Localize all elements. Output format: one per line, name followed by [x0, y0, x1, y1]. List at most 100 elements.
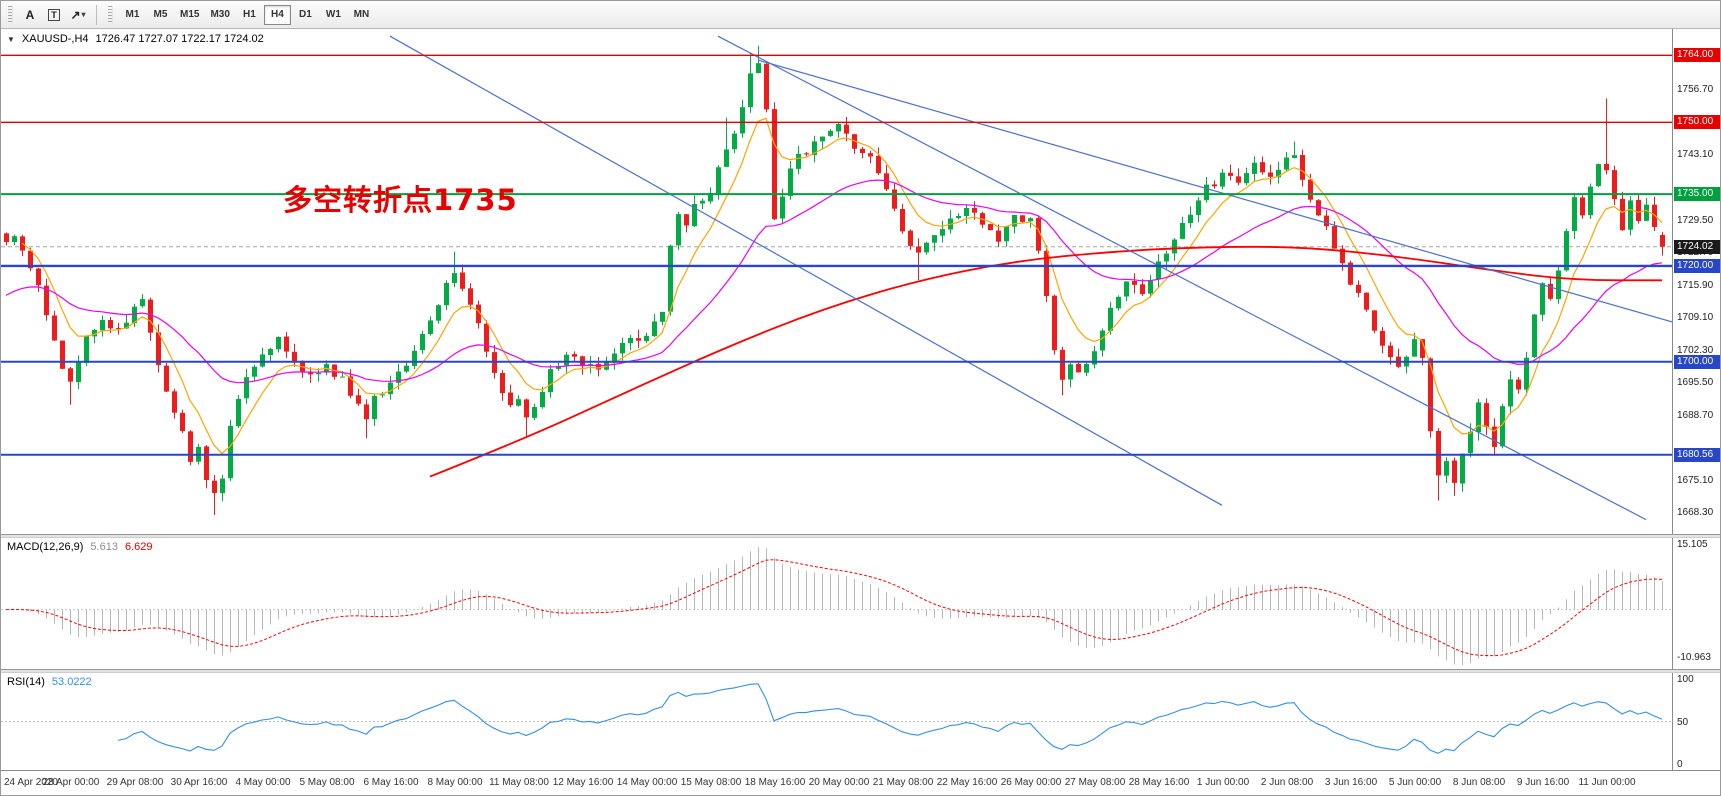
timeframe-button-mn[interactable]: MN [348, 5, 375, 25]
price-tick-label: 1715.90 [1677, 279, 1714, 291]
time-axis-label: 8 Jun 08:00 [1452, 777, 1506, 788]
macd-canvas[interactable] [1, 538, 1672, 669]
price-tick-label: 1675.10 [1677, 474, 1714, 486]
time-axis-label: 5 May 08:00 [299, 777, 355, 788]
label-tool-icon: T [48, 8, 60, 21]
time-axis-label: 11 May 08:00 [489, 777, 549, 788]
arrow-icon: ↗ [70, 7, 81, 22]
timeframe-button-h4[interactable]: H4 [263, 4, 291, 25]
price-chart-panel[interactable]: ▼ XAUUSD-,H4 1726.47 1727.07 1722.17 172… [1, 29, 1672, 534]
macd-label: MACD(12,26,9) 5.613 6.629 [7, 541, 152, 553]
macd-signal-line [5, 559, 1663, 657]
label-tool-button[interactable]: T [43, 4, 65, 26]
price-badge-1735.00: 1735.00 [1674, 187, 1720, 202]
time-axis-label: 11 Jun 00:00 [1578, 777, 1636, 788]
rsi-label: RSI(14) 53.0222 [7, 676, 92, 688]
macd-name: MACD(12,26,9) [7, 541, 84, 553]
price-tick-label: 1702.30 [1677, 344, 1714, 356]
price-tick-label: 1688.70 [1677, 409, 1714, 421]
macd-panel[interactable]: MACD(12,26,9) 5.613 6.629 [1, 538, 1672, 669]
time-axis-label: 5 Jun 00:00 [1388, 777, 1442, 788]
time-axis-label: 18 May 16:00 [744, 777, 806, 788]
price-axis[interactable]: 1756.701743.101729.501722.701715.901709.… [1672, 29, 1720, 770]
macd-value-hist: 5.613 [90, 541, 118, 553]
timeframe-button-m1[interactable]: M1 [119, 5, 146, 25]
panel-splitter[interactable] [1, 534, 1720, 538]
arrows-tool-button[interactable]: ↗ ▾ [67, 4, 89, 26]
toolbar-drag-handle[interactable] [108, 5, 113, 24]
chart-annotation-text[interactable]: 多空转折点1735 [283, 183, 518, 217]
ohlc-collapse-icon[interactable]: ▼ [7, 34, 15, 44]
price-badge-1750.00: 1750.00 [1674, 115, 1720, 130]
timeframe-button-h1[interactable]: H1 [236, 5, 263, 25]
toolbar-drag-handle[interactable] [8, 5, 13, 24]
timeframe-button-m5[interactable]: M5 [147, 5, 174, 25]
time-axis-label: 9 Jun 16:00 [1516, 777, 1570, 788]
toolbar-separator [96, 4, 97, 25]
chart-symbol-period: XAUUSD-,H4 [21, 33, 89, 45]
time-axis-label: 24 Apr 2020 [4, 777, 58, 788]
time-axis-label: 2 Jun 08:00 [1260, 777, 1314, 788]
chart-title: ▼ XAUUSD-,H4 1726.47 1727.07 1722.17 172… [7, 33, 264, 45]
rsi-canvas[interactable] [1, 673, 1672, 770]
price-tick-label: 1743.10 [1677, 149, 1714, 161]
time-axis-label: 4 May 00:00 [235, 777, 291, 788]
timeframe-button-m15[interactable]: M15 [175, 5, 204, 25]
dropdown-caret-icon: ▾ [81, 10, 86, 19]
ma-fast-line [21, 117, 1663, 455]
chart-ohlc-values: 1726.47 1727.07 1722.17 1724.02 [95, 33, 264, 45]
rsi-value: 53.0222 [51, 676, 92, 688]
rsi-line [117, 683, 1663, 754]
time-axis-label: 30 Apr 16:00 [170, 777, 228, 788]
price-badge-1700.00: 1700.00 [1674, 354, 1720, 369]
trendlines[interactable] [389, 35, 1672, 521]
time-axis-label: 8 May 00:00 [427, 777, 483, 788]
price-chart-canvas[interactable] [1, 29, 1672, 534]
trendline [717, 35, 1647, 521]
time-axis-label: 14 May 00:00 [616, 777, 678, 788]
time-axis-label: 3 Jun 16:00 [1324, 777, 1378, 788]
time-axis-label: 29 Apr 08:00 [106, 777, 164, 788]
price-tick-label: 1668.30 [1677, 507, 1714, 519]
macd-axis-label: 15.105 [1677, 539, 1708, 551]
trendline [389, 35, 1223, 506]
price-tick-label: 1709.10 [1677, 312, 1714, 324]
time-axis-label: 15 May 08:00 [680, 777, 742, 788]
macd-axis-label: -10.963 [1677, 652, 1711, 664]
rsi-name: RSI(14) [7, 676, 45, 688]
timeframe-button-w1[interactable]: W1 [320, 5, 347, 25]
timeframe-button-m30[interactable]: M30 [205, 5, 234, 25]
time-axis[interactable]: 24 Apr 2020 28 Apr 00:00 29 Apr 08:00 30 Ap… [1, 770, 1720, 795]
price-badge-1720.00: 1720.00 [1674, 258, 1720, 273]
timeframe-toolbar: M1 M5 M15 M30 H1 H4 D1 W1 MN [119, 4, 375, 25]
horizontal-levels[interactable] [1, 54, 1672, 456]
toolbar: A T ↗ ▾ M1 M5 M15 M30 H1 H4 D1 W1 MN [1, 1, 1720, 29]
macd-histogram [14, 547, 1663, 666]
rsi-axis-label: 0 [1677, 759, 1683, 770]
price-badge-1724.02: 1724.02 [1674, 239, 1720, 254]
price-badge-1680.56: 1680.56 [1674, 447, 1720, 462]
rsi-panel[interactable]: RSI(14) 53.0222 [1, 673, 1672, 770]
time-axis-label: 28 May 16:00 [1128, 777, 1190, 788]
ma-slow-line [429, 245, 1662, 478]
timeframe-button-d1[interactable]: D1 [292, 5, 319, 25]
time-axis-label: 27 May 08:00 [1064, 777, 1126, 788]
time-axis-label: 26 May 00:00 [1000, 777, 1062, 788]
time-axis-label: 12 May 16:00 [552, 777, 614, 788]
panel-splitter[interactable] [1, 669, 1720, 673]
rsi-axis-label: 50 [1677, 716, 1689, 728]
rsi-axis-label: 100 [1677, 674, 1694, 685]
text-tool-button[interactable]: A [19, 4, 41, 26]
time-axis-label: 28 Apr 00:00 [42, 777, 100, 788]
price-tick-label: 1756.70 [1677, 84, 1714, 96]
price-badge-1764.00: 1764.00 [1674, 48, 1720, 63]
time-axis-label: 1 Jun 00:00 [1196, 777, 1250, 788]
price-tick-label: 1729.50 [1677, 214, 1714, 226]
macd-value-signal: 6.629 [124, 541, 153, 553]
candles [4, 45, 1665, 515]
time-axis-label: 22 May 16:00 [936, 777, 998, 788]
price-tick-label: 1695.50 [1677, 377, 1714, 389]
time-axis-label: 6 May 16:00 [363, 777, 419, 788]
time-axis-label: 21 May 08:00 [872, 777, 934, 788]
